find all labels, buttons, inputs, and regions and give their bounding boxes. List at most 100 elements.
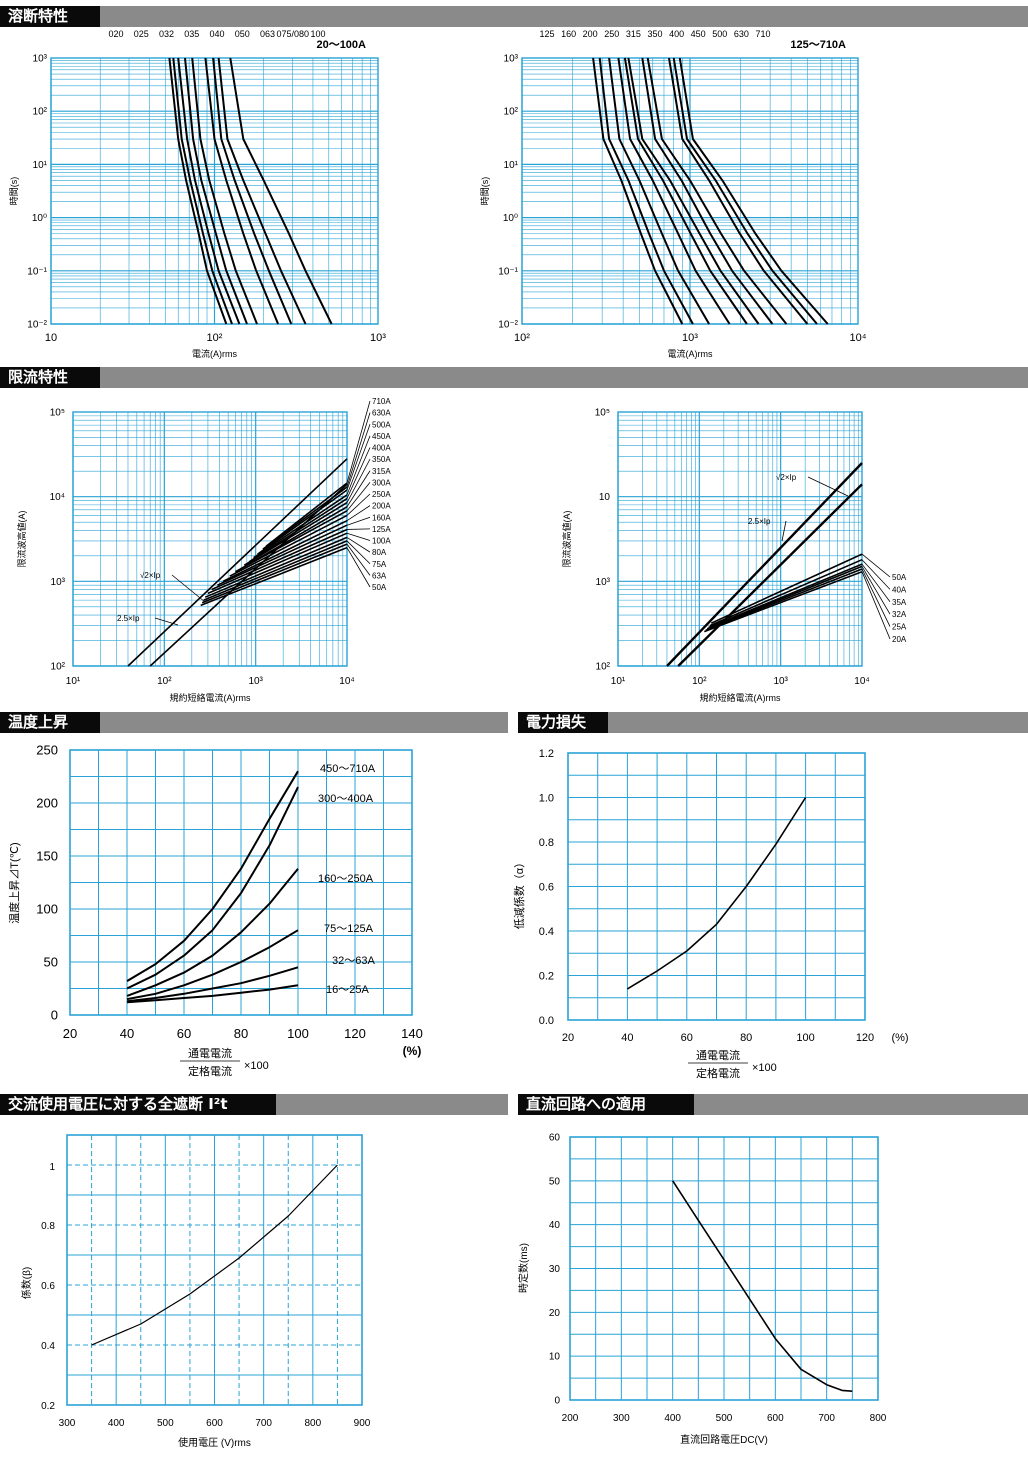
- y-tick-label: 0: [554, 1396, 560, 1407]
- x-tick-label: 10: [45, 332, 57, 344]
- series-line: [672, 57, 818, 325]
- leader-line: [346, 482, 371, 512]
- leader-line: [346, 435, 371, 496]
- y-tick-label: 250: [36, 743, 58, 758]
- x-tick-label: 10²: [207, 332, 223, 344]
- series-line: [216, 524, 348, 586]
- x-tick-label: 140: [401, 1026, 423, 1041]
- leader-line: [861, 566, 891, 615]
- y-tick-label: 10: [549, 1352, 561, 1363]
- y-axis-title: 温度上昇⊿T(℃): [7, 842, 21, 923]
- y-axis-title: 限流波高値(A): [561, 510, 572, 567]
- annotation-label: 2.5×Ip: [117, 614, 140, 623]
- annotation-label: √2×Ip: [140, 571, 161, 580]
- range-label: 20〜100A: [316, 39, 366, 51]
- y-tick-label: 10¹: [504, 160, 519, 171]
- x-tick-label: 10²: [514, 332, 530, 344]
- y-tick-label: 20: [549, 1308, 561, 1319]
- x-axis-title: 使用電圧 (V)rms: [178, 1436, 251, 1449]
- y-tick-label: 0.4: [539, 926, 554, 938]
- leader-line: [346, 528, 371, 530]
- annotation-label: √2×Ip: [776, 473, 797, 482]
- x-tick-label: 20: [63, 1026, 77, 1041]
- x-tick-label: 400: [108, 1418, 125, 1429]
- series-label: 710A: [372, 397, 391, 406]
- section-header-power: 電力損失: [518, 712, 1028, 733]
- series-label: 80A: [372, 548, 387, 557]
- leader-line: [346, 547, 371, 588]
- curve-label: 710: [755, 29, 770, 39]
- reference-line: [666, 462, 863, 667]
- y-axis-title: 係数(β): [20, 1267, 33, 1299]
- leader-line: [346, 543, 371, 576]
- series-line: [646, 57, 788, 325]
- x-tick-label: 40: [621, 1032, 633, 1044]
- y-tick-label: 0.4: [41, 1341, 55, 1352]
- leader-line: [861, 563, 891, 603]
- series-line: [207, 532, 348, 595]
- series-line: [641, 57, 774, 325]
- curve-label: 035: [184, 29, 199, 39]
- series-label: 35A: [892, 598, 907, 607]
- section-title: 交流使用電圧に対する全遮断 I²t: [8, 1095, 228, 1113]
- leader-line: [346, 447, 371, 499]
- curve-label: 075/080: [276, 29, 309, 39]
- section-header-limiting: 限流特性: [0, 367, 1028, 388]
- x-axis-title: 直流回路電圧DC(V): [680, 1433, 768, 1446]
- y-axis-title: 時間(s): [480, 177, 490, 206]
- x-axis-title: 通電電流: [188, 1046, 232, 1060]
- x-tick-label: 120: [344, 1026, 366, 1041]
- y-tick-label: 10: [599, 492, 611, 503]
- series-line: [704, 570, 863, 633]
- series-label: 32A: [892, 610, 907, 619]
- curve-label: 450: [691, 29, 706, 39]
- curve-label: 032: [159, 29, 174, 39]
- leader-line: [346, 540, 371, 565]
- x-tick-label: 700: [255, 1418, 272, 1429]
- x-axis-title: 定格電流: [188, 1064, 232, 1078]
- series-line: [708, 563, 863, 629]
- series-label: 50A: [372, 583, 387, 592]
- y-tick-label: 100: [36, 902, 58, 917]
- y-tick-label: 10⁻²: [27, 320, 47, 331]
- series-line: [706, 565, 863, 630]
- leader-line: [861, 553, 891, 578]
- x-unit: (%): [891, 1032, 908, 1044]
- series-label: 75A: [372, 560, 387, 569]
- x-tick-label: 400: [664, 1413, 681, 1424]
- series-line: [200, 546, 348, 607]
- x-tick-label: 120: [856, 1032, 874, 1044]
- x-tick-label: 10²: [692, 676, 707, 687]
- reference-line: [127, 458, 348, 667]
- section-header-ac: 交流使用電圧に対する全遮断 I²t: [0, 1094, 508, 1115]
- series-label: 100A: [372, 537, 391, 546]
- series-line: [705, 568, 863, 631]
- series-line: [126, 770, 299, 982]
- x-tick-label: 500: [716, 1413, 733, 1424]
- x-axis-title: 定格電流: [696, 1066, 740, 1080]
- leader-line: [346, 470, 371, 507]
- x-tick-label: 10¹: [611, 676, 626, 687]
- section-title: 電力損失: [526, 713, 587, 731]
- y-tick-label: 1: [49, 1162, 55, 1173]
- series-line: [217, 57, 307, 325]
- series-label: 300〜400A: [318, 793, 374, 805]
- x-tick-label: 40: [120, 1026, 134, 1041]
- y-tick-label: 10⁰: [503, 213, 518, 224]
- x-tick-label: 10⁴: [854, 676, 869, 687]
- series-line: [229, 514, 348, 577]
- series-line: [126, 929, 299, 1001]
- series-label: 200A: [372, 502, 391, 511]
- x-tick-label: 10³: [248, 676, 263, 687]
- x-axis-title: 通電電流: [696, 1048, 740, 1062]
- series-label: 450〜710A: [320, 763, 376, 775]
- curve-label: 630: [734, 29, 749, 39]
- series-line: [203, 540, 348, 601]
- y-tick-label: 0.8: [41, 1221, 55, 1232]
- series-line: [626, 797, 807, 990]
- x-axis-title: 電流(A)rms: [192, 348, 237, 359]
- x-tick-label: 300: [59, 1418, 76, 1429]
- section-header-melting: 溶断特性: [0, 6, 1028, 27]
- series-line: [222, 519, 348, 583]
- annotation-label: 2.5×Ip: [748, 517, 771, 526]
